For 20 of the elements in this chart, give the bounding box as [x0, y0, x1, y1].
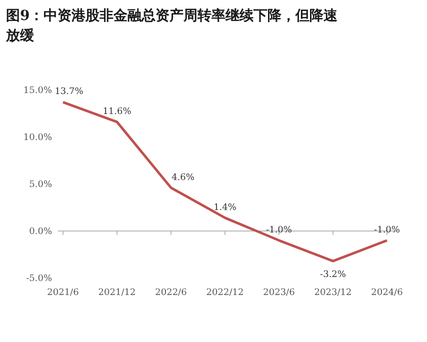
data-label: 4.6% — [172, 172, 195, 183]
data-label: -3.2% — [320, 270, 346, 280]
data-label: -1.0% — [374, 225, 400, 236]
x-tick-label: 2024/6 — [371, 288, 404, 298]
x-tick-label: 2021/12 — [98, 288, 136, 298]
y-tick-label: 5.0% — [29, 180, 52, 190]
data-label: -1.0% — [266, 225, 292, 236]
x-tick-label: 2023/6 — [263, 288, 296, 298]
x-tick-label: 2022/12 — [206, 288, 244, 298]
y-tick-label: -5.0% — [26, 274, 52, 284]
chart-title: 图9：中资港股非金融总资产周转率继续下降，但降速放缓 — [5, 7, 339, 44]
x-tick-label: 2022/6 — [155, 288, 188, 298]
y-tick-label: 15.0% — [23, 86, 52, 96]
x-tick-label: 2023/12 — [314, 288, 352, 298]
data-label: 11.6% — [102, 106, 132, 117]
y-tick-label: 10.0% — [23, 133, 52, 143]
y-tick-label: 0.0% — [29, 227, 52, 237]
data-label: 13.7% — [54, 87, 84, 98]
x-tick-label: 2021/6 — [47, 288, 80, 298]
data-label: 1.4% — [214, 202, 237, 213]
